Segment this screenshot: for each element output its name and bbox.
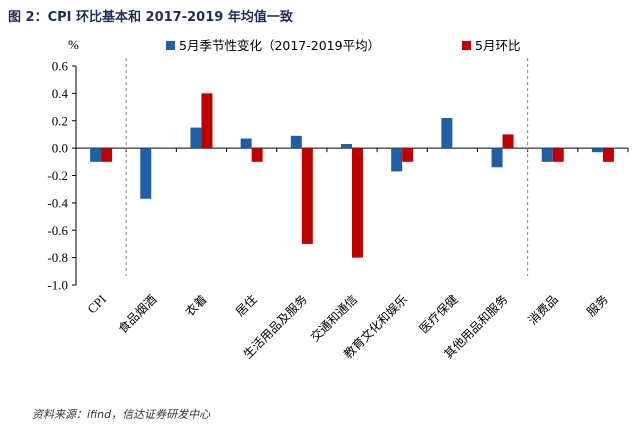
bar-mom-5: [352, 148, 363, 258]
legend-label-1: 5月环比: [475, 38, 520, 53]
x-category-label: 医疗保健: [417, 292, 461, 336]
bar-seasonal-8: [491, 148, 503, 168]
x-category-label: 衣着: [182, 292, 210, 320]
x-category-label: 消费品: [525, 292, 560, 327]
y-tick-label: 0.6: [52, 59, 69, 74]
figure-title: 图 2：CPI 环比基本和 2017-2019 年均值一致: [8, 10, 293, 25]
x-category-label: 服务: [583, 292, 611, 320]
legend-swatch-1: [462, 41, 471, 50]
x-category-label: CPI: [84, 292, 109, 317]
bar-seasonal-2: [190, 127, 202, 149]
legend-label-0: 5月季节性变化（2017-2019平均）: [179, 38, 380, 53]
chart-separators: [125, 58, 529, 276]
chart-bars: [90, 93, 614, 258]
y-tick-label: 0.2: [52, 113, 68, 128]
bar-mom-10: [602, 148, 614, 162]
bar-mom-4: [301, 148, 313, 244]
bar-seasonal-0: [90, 148, 102, 162]
y-tick-label: -0.4: [47, 195, 68, 210]
source-note: 资料来源：ifind，信达证券研发中心: [32, 408, 211, 421]
y-tick-label: 0.0: [52, 141, 68, 156]
bar-mom-8: [502, 134, 514, 149]
y-axis-ticks: 0.6 0.4 0.2 0.0 -0.2 -0.4 -0.6 -0.8 -1.0: [47, 59, 76, 293]
y-tick-label: -0.2: [47, 168, 68, 183]
y-axis-unit-label: %: [68, 37, 79, 52]
legend-swatch-0: [166, 41, 175, 50]
bar-mom-2: [201, 93, 213, 149]
bar-mom-6: [402, 148, 414, 162]
bar-mom-9: [552, 148, 564, 162]
bar-mom-0: [101, 148, 113, 162]
bar-seasonal-3: [240, 138, 252, 149]
y-tick-label: 0.4: [52, 86, 69, 101]
bar-seasonal-10: [591, 148, 603, 153]
y-tick-label: -0.6: [47, 223, 68, 238]
bar-seasonal-1: [140, 148, 152, 199]
x-category-label: 交通和通信: [307, 292, 360, 345]
bar-seasonal-4: [290, 135, 302, 149]
bar-seasonal-6: [391, 148, 403, 172]
x-category-label: 居住: [233, 292, 260, 319]
chart-legend: 5月季节性变化（2017-2019平均） 5月环比: [166, 38, 520, 53]
x-category-label: 食品烟酒: [115, 292, 160, 337]
bar-seasonal-7: [441, 118, 453, 149]
bar-mom-3: [251, 148, 263, 162]
y-tick-label: -0.8: [47, 250, 68, 265]
y-tick-label: -1.0: [47, 278, 68, 293]
bar-seasonal-9: [541, 148, 553, 162]
bar-seasonal-5: [341, 144, 352, 149]
